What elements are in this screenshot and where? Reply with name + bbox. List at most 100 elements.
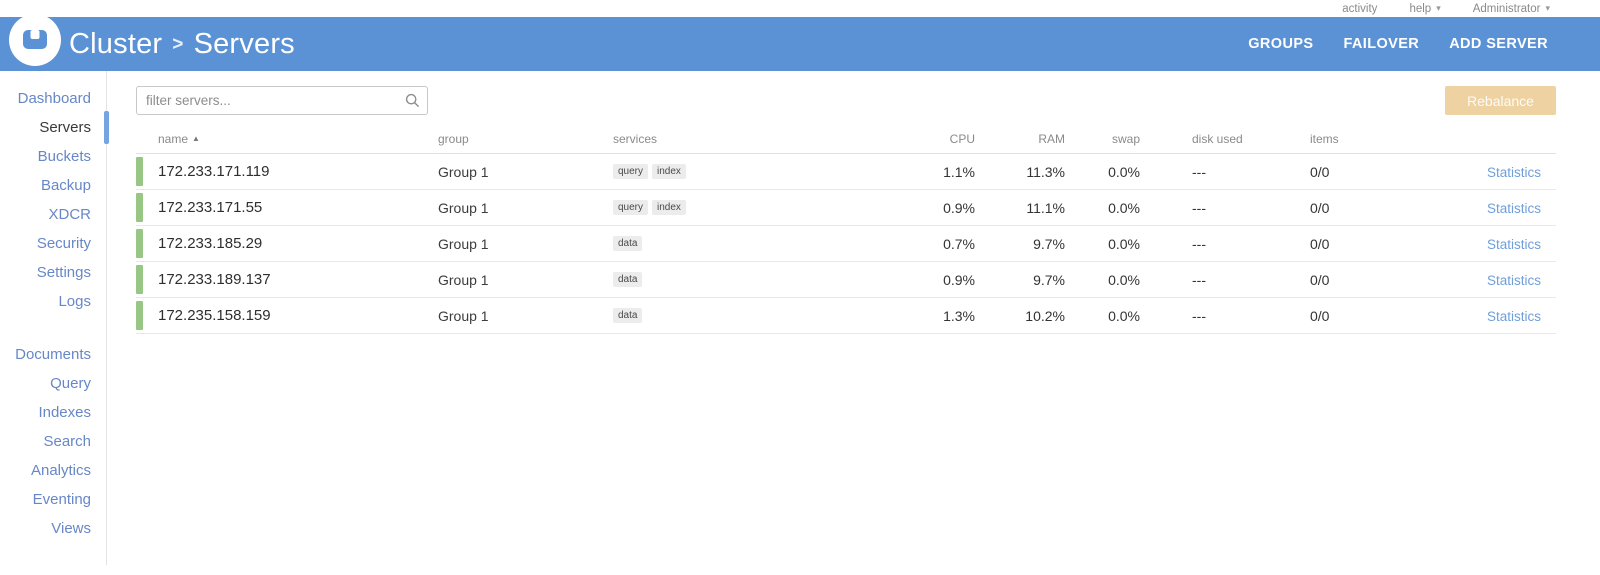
- server-group: Group 1: [438, 199, 489, 216]
- column-header-group: group: [438, 132, 469, 146]
- servers-toolbar: Rebalance: [136, 86, 1556, 115]
- chevron-down-icon: ▾: [1545, 3, 1550, 13]
- sidebar-group: Dashboard Servers Buckets Backup XDCR Securit…: [0, 84, 109, 316]
- service-badge-index: index: [652, 200, 686, 215]
- server-disk-used: ---: [1192, 271, 1206, 288]
- sidebar-item-analytics[interactable]: Analytics: [30, 462, 91, 479]
- table-row[interactable]: 172.235.158.159 Group 1 data 1.3% 10.2% 0.0% -…: [136, 298, 1556, 334]
- service-badge-data: data: [613, 236, 643, 251]
- help-menu[interactable]: help ▾: [1409, 3, 1440, 15]
- server-name: 172.233.185.29: [158, 235, 263, 252]
- user-label: Administrator: [1472, 2, 1541, 15]
- health-status-bar: [136, 301, 143, 330]
- health-status-bar: [136, 265, 143, 294]
- filter-servers-input[interactable]: [136, 86, 428, 115]
- sidebar-item-search[interactable]: Search: [43, 433, 91, 450]
- header-action-add-server-button[interactable]: ADD SERVER: [1449, 36, 1548, 52]
- content-area: Rebalance name ▲ group services CPU RAM …: [107, 71, 1600, 575]
- server-items: 0/0: [1310, 307, 1330, 324]
- server-cpu: 1.3%: [943, 307, 975, 324]
- server-swap: 0.0%: [1108, 163, 1140, 180]
- sidebar-nav: Dashboard Servers Buckets Backup XDCR Securit…: [0, 71, 109, 565]
- table-row[interactable]: 172.233.171.119 Group 1 query index 1.1% 11.3…: [136, 154, 1556, 190]
- statistics-link[interactable]: Statistics: [1486, 200, 1541, 216]
- statistics-link[interactable]: Statistics: [1486, 272, 1541, 288]
- server-name: 172.233.171.119: [158, 163, 270, 180]
- statistics-link[interactable]: Statistics: [1486, 164, 1541, 180]
- server-ram: 10.2%: [1025, 307, 1065, 324]
- server-group: Group 1: [438, 235, 489, 252]
- main-layout: Dashboard Servers Buckets Backup XDCR Securit…: [0, 71, 1600, 575]
- server-swap: 0.0%: [1108, 235, 1140, 252]
- server-name: 172.235.158.159: [158, 307, 271, 324]
- column-header-ram: RAM: [1038, 132, 1065, 146]
- sidebar-item-logs[interactable]: Logs: [58, 293, 91, 310]
- server-cpu: 0.9%: [943, 271, 975, 288]
- server-disk-used: ---: [1192, 163, 1206, 180]
- breadcrumb: Cluster > Servers: [69, 28, 295, 61]
- app-header: Cluster > Servers GROUPS FAILOVER ADD SERV…: [0, 14, 1600, 71]
- activity-link[interactable]: activity: [1342, 3, 1377, 15]
- column-header-cpu: CPU: [949, 132, 975, 146]
- server-group: Group 1: [438, 271, 489, 288]
- sidebar-item-backup[interactable]: Backup: [40, 177, 91, 194]
- sidebar-item-servers[interactable]: Servers: [0, 111, 109, 144]
- sidebar-item-dashboard[interactable]: Dashboard: [17, 90, 91, 107]
- server-disk-used: ---: [1192, 235, 1206, 252]
- statistics-link[interactable]: Statistics: [1486, 236, 1541, 252]
- breadcrumb-root: Cluster: [69, 27, 163, 60]
- server-ram: 11.1%: [1026, 199, 1065, 216]
- activity-label: activity: [1342, 2, 1378, 15]
- sidebar-item-security[interactable]: Security: [36, 235, 91, 252]
- user-menu[interactable]: Administrator ▾: [1473, 3, 1550, 15]
- column-header-services: services: [613, 132, 658, 146]
- health-status-bar: [136, 157, 143, 186]
- chevron-down-icon: ▾: [1436, 3, 1441, 13]
- server-ram: 11.3%: [1026, 163, 1065, 180]
- rebalance-button[interactable]: Rebalance: [1445, 86, 1556, 115]
- breadcrumb-separator-icon: >: [172, 34, 184, 55]
- column-header-items: items: [1310, 132, 1339, 146]
- table-row[interactable]: 172.233.189.137 Group 1 data 0.9% 9.7% 0.0% --…: [136, 262, 1556, 298]
- sidebar-item-settings[interactable]: Settings: [36, 264, 91, 281]
- server-name: 172.233.171.55: [158, 199, 263, 216]
- sidebar-item-documents[interactable]: Documents: [15, 346, 91, 363]
- sidebar-item-indexes[interactable]: Indexes: [38, 404, 91, 421]
- table-row[interactable]: 172.233.171.55 Group 1 query index 0.9% 11.1%…: [136, 190, 1556, 226]
- filter-wrap: [136, 86, 428, 115]
- server-ram: 9.7%: [1033, 235, 1065, 252]
- top-strip: activity help ▾ Administrator ▾: [0, 0, 1600, 17]
- server-items: 0/0: [1310, 235, 1330, 252]
- server-swap: 0.0%: [1108, 271, 1140, 288]
- column-header-name[interactable]: name ▲: [158, 132, 200, 146]
- server-name: 172.233.189.137: [158, 271, 271, 288]
- header-action-groups-button[interactable]: GROUPS: [1248, 36, 1314, 52]
- health-status-bar: [136, 229, 143, 258]
- server-services: data: [613, 236, 920, 251]
- sidebar-item-query[interactable]: Query: [50, 375, 91, 392]
- sidebar-item-buckets[interactable]: Buckets: [37, 148, 91, 165]
- server-cpu: 0.7%: [943, 235, 975, 252]
- service-badge-data: data: [613, 272, 643, 287]
- server-table-body: 172.233.171.119 Group 1 query index 1.1% 11.3…: [136, 154, 1556, 334]
- server-services: data: [613, 272, 920, 287]
- server-table-header: name ▲ group services CPU RAM swap disk …: [136, 132, 1556, 154]
- server-disk-used: ---: [1192, 307, 1206, 324]
- sidebar-item-eventing[interactable]: Eventing: [32, 491, 91, 508]
- statistics-link[interactable]: Statistics: [1486, 308, 1541, 324]
- service-badge-index: index: [652, 164, 686, 179]
- server-disk-used: ---: [1192, 199, 1206, 216]
- server-swap: 0.0%: [1108, 307, 1140, 324]
- sidebar-group: Documents Query Indexes Search Analytics Even…: [0, 340, 106, 543]
- table-row[interactable]: 172.233.185.29 Group 1 data 0.7% 9.7% 0.0% ---…: [136, 226, 1556, 262]
- sidebar-item-xdcr[interactable]: XDCR: [48, 206, 91, 223]
- server-services: data: [613, 308, 920, 323]
- header-action-failover-button[interactable]: FAILOVER: [1343, 36, 1420, 52]
- sidebar-item-views[interactable]: Views: [51, 520, 91, 537]
- server-items: 0/0: [1310, 271, 1330, 288]
- search-icon: [405, 93, 420, 113]
- server-group: Group 1: [438, 307, 489, 324]
- server-cpu: 1.1%: [943, 163, 975, 180]
- server-items: 0/0: [1310, 163, 1330, 180]
- header-actions: GROUPS FAILOVER ADD SERVER: [1248, 36, 1548, 52]
